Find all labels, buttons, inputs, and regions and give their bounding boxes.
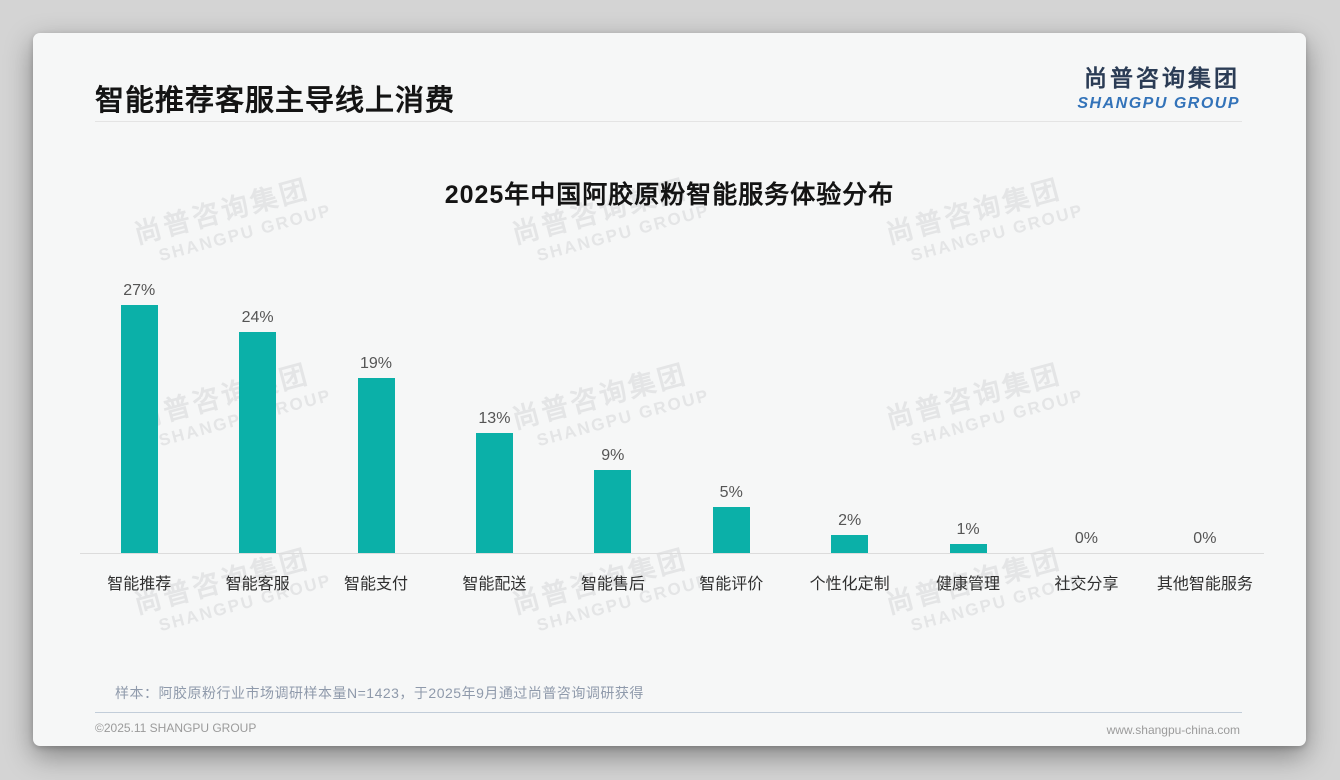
bar — [949, 544, 987, 553]
title-divider — [95, 121, 1242, 122]
chart-title: 2025年中国阿胶原粉智能服务体验分布 — [444, 181, 895, 209]
category-label: 个性化定制 — [809, 576, 890, 593]
category-label: 社交分享 — [1054, 576, 1119, 593]
bar-column: 24% — [198, 309, 316, 553]
bar — [475, 433, 513, 553]
logo-chinese-text: 尚普咨询集团 — [1084, 65, 1240, 91]
bar-value-label: 2% — [838, 512, 862, 529]
bar-value-label: 13% — [478, 410, 511, 427]
category-label: 智能支付 — [344, 576, 409, 593]
footer-copyright: ©2025.11 SHANGPU GROUP — [95, 721, 257, 735]
bar-column: 0% — [1027, 530, 1145, 553]
category-label: 其他智能服务 — [1156, 576, 1253, 593]
bar-value-label: 1% — [956, 521, 980, 538]
footer-website: www.shangpu-china.com — [1106, 723, 1240, 737]
bar-value-label: 19% — [360, 355, 393, 372]
category-axis: 智能推荐 智能客服 智能支付 智能配送 智能售后 智能评价 个性化定制 健康管理 社交分享 其他智… — [80, 570, 1264, 594]
bar-column: 0% — [1146, 530, 1264, 553]
category-label: 智能推荐 — [107, 576, 172, 593]
bar-column: 9% — [554, 447, 672, 553]
page-title: 智能推荐客服主导线上消费 — [95, 85, 456, 117]
logo-english-text: SHANGPU GROUP — [1077, 95, 1240, 112]
category-label: 智能评价 — [699, 576, 764, 593]
category-label: 健康管理 — [936, 576, 1001, 593]
bar — [594, 470, 632, 553]
bar-column: 1% — [909, 521, 1027, 553]
bar-value-label: 0% — [1074, 530, 1099, 547]
bar — [712, 507, 750, 553]
slide-card: 尚普咨询集团 SHANGPU GROUP 尚普咨询集团 SHANGPU GROUP 尚普… — [33, 33, 1306, 746]
bar-value-label: 0% — [1193, 530, 1217, 547]
category-label: 智能配送 — [462, 576, 527, 593]
bar — [357, 378, 395, 553]
bar-column: 13% — [435, 410, 553, 553]
bar-value-label: 5% — [719, 484, 743, 501]
footer-divider — [95, 712, 1242, 713]
bar — [120, 305, 158, 553]
bar-column: 2% — [790, 512, 908, 553]
bar — [831, 535, 869, 553]
bar-value-label: 24% — [241, 309, 274, 326]
bar-value-label: 27% — [123, 282, 156, 299]
category-label: 智能售后 — [580, 576, 645, 593]
bar — [239, 332, 277, 553]
bar-value-label: 9% — [601, 447, 625, 464]
bar-column: 27% — [80, 282, 198, 553]
bar-chart: 27% 24% 19% 13% 9% 5% 2% 1% 0% 0% — [80, 274, 1264, 554]
company-logo: 尚普咨询集团 SHANGPU GROUP — [1077, 59, 1240, 113]
category-label: 智能客服 — [225, 576, 290, 593]
bar-column: 19% — [317, 355, 435, 553]
bar-column: 5% — [672, 484, 790, 553]
sample-note: 样本：阿胶原粉行业市场调研样本量N=1423，于2025年9月通过尚普咨询调研获… — [115, 685, 644, 701]
